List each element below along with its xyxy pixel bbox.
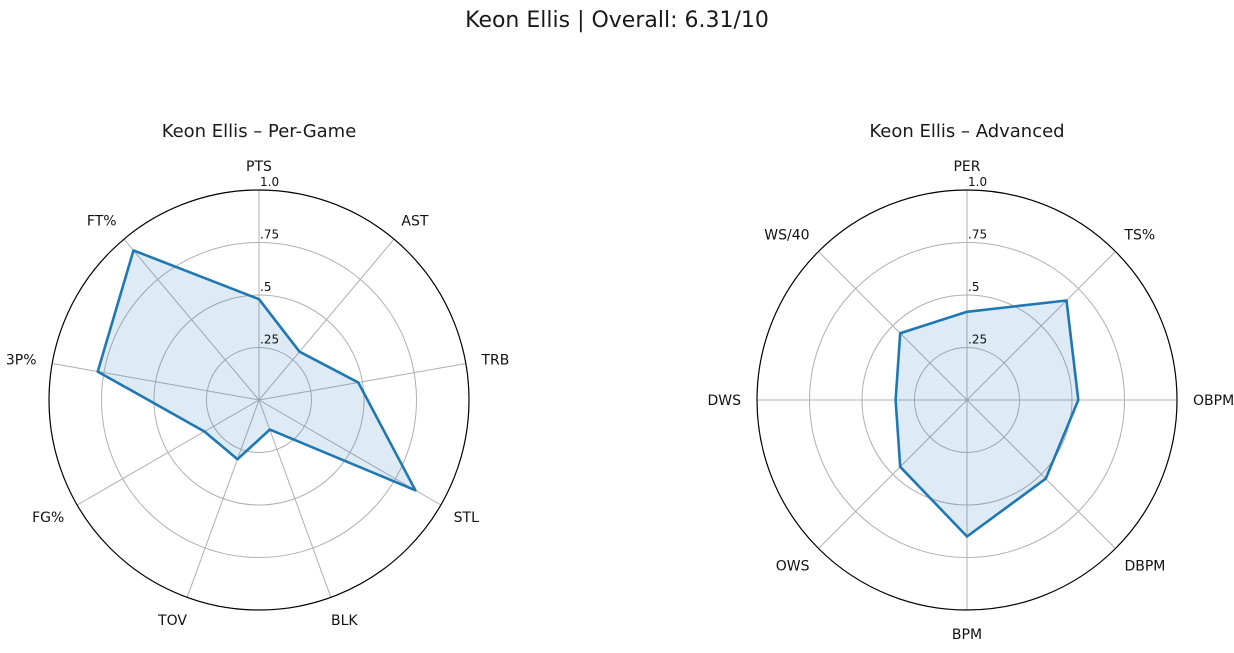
grid-spoke: [818, 399, 968, 549]
radial-tick-label: 1.0: [260, 175, 279, 189]
grid-spoke: [186, 399, 260, 598]
radial-tick-label: .75: [968, 228, 987, 242]
axis-label-3p: 3P%: [6, 352, 37, 368]
grid-spoke: [966, 251, 1116, 401]
axis-label-stl: STL: [454, 510, 479, 526]
grid-spoke: [258, 399, 332, 598]
axis-label-ows: OWS: [776, 558, 810, 574]
axis-label-fg: FG%: [32, 510, 64, 526]
radial-tick-label: .25: [968, 333, 987, 347]
axis-label-per: PER: [953, 159, 980, 175]
outer-frame: [756, 189, 1178, 611]
axis-label-pts: PTS: [246, 159, 272, 175]
axis-label-dbpm: DBPM: [1124, 558, 1165, 574]
outer-frame: [48, 189, 470, 611]
radial-tick-label: .5: [968, 280, 979, 294]
axis-label-ts: TS%: [1123, 228, 1155, 244]
panel-title: Keon Ellis – Per-Game: [162, 121, 357, 142]
axis-label-ast: AST: [401, 214, 428, 230]
grid-spoke: [258, 363, 466, 401]
radial-tick-label: .25: [260, 333, 279, 347]
figure-title: Keon Ellis | Overall: 6.31/10: [465, 8, 769, 33]
axis-label-dws: DWS: [707, 393, 741, 409]
axis-label-trb: TRB: [480, 352, 509, 368]
series-area: [895, 300, 1079, 537]
grid-spoke: [76, 399, 260, 506]
axis-label-ws40: WS/40: [764, 228, 809, 244]
axis-label-ft: FT%: [87, 214, 117, 230]
axis-label-obpm: OBPM: [1193, 393, 1234, 409]
axis-label-blk: BLK: [331, 613, 358, 629]
grid-spoke: [52, 363, 260, 401]
grid-spoke: [966, 399, 1116, 549]
grid-spoke: [258, 238, 395, 401]
grid-spoke: [123, 238, 260, 401]
series-area: [97, 250, 416, 491]
panel-title: Keon Ellis – Advanced: [869, 121, 1064, 142]
radial-tick-label: .5: [260, 280, 271, 294]
radial-tick-label: 1.0: [968, 175, 987, 189]
series-line: [96, 249, 417, 492]
axis-label-tov: TOV: [157, 613, 187, 629]
radial-tick-label: .75: [260, 228, 279, 242]
axis-label-bpm: BPM: [952, 627, 982, 643]
grid-spoke: [818, 251, 968, 401]
